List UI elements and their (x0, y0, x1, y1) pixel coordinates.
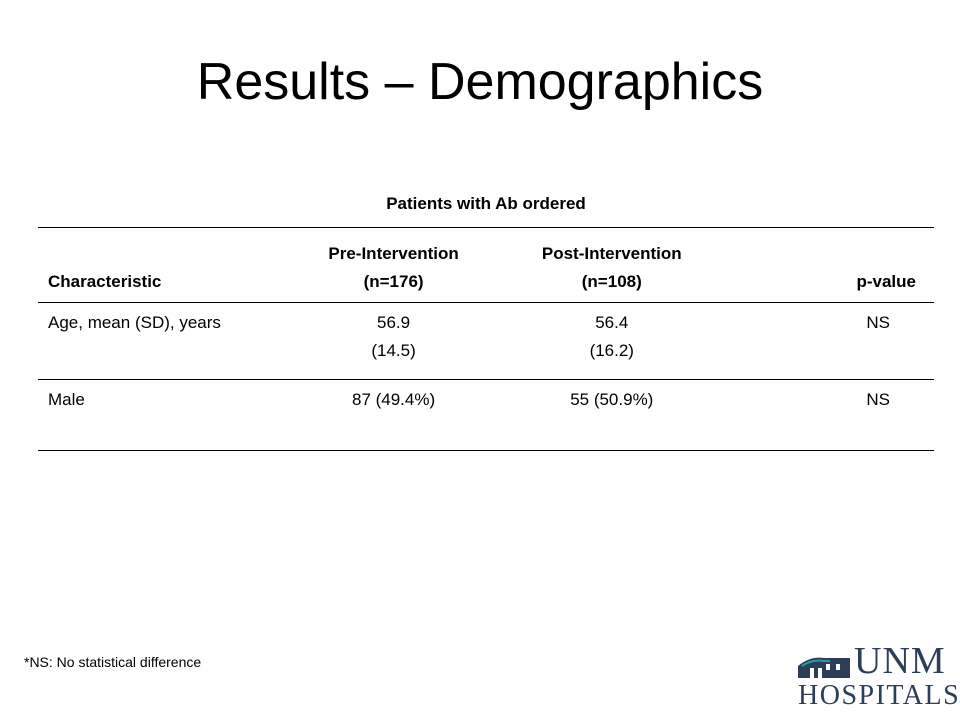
cell-characteristic: Age, mean (SD), years (38, 302, 293, 380)
column-header-line: (n=108) (581, 272, 642, 291)
logo-text-unm: UNM (854, 640, 946, 682)
cell-p-value: NS (728, 379, 934, 451)
cell-line: (14.5) (371, 341, 416, 360)
cell-post-intervention: 56.4 (16.2) (494, 302, 729, 380)
table-group-header-row: Patients with Ab ordered (38, 188, 934, 228)
slide-title: Results – Demographics (196, 53, 764, 111)
column-header-post-intervention: Post-Intervention (n=108) (494, 227, 729, 303)
demographics-table: Patients with Ab ordered Characteristic … (38, 188, 934, 451)
cell-characteristic: Male (38, 379, 293, 451)
footnote: *NS: No statistical difference (24, 654, 202, 670)
column-header-pre-intervention: Pre-Intervention (n=176) (292, 227, 495, 303)
cell-pre-intervention: 56.9 (14.5) (292, 302, 495, 380)
table-header-row: Characteristic Pre-Intervention (n=176) … (38, 227, 934, 303)
column-header-line: Pre-Intervention (328, 244, 459, 263)
cell-post-intervention: 55 (50.9%) (494, 379, 729, 451)
column-header-line: Post-Intervention (541, 244, 682, 263)
table-row: Age, mean (SD), years 56.9 (14.5) 56.4 (… (38, 302, 934, 380)
cell-line: 56.4 (595, 313, 629, 332)
logo-text-hospitals: HOSPITALS (798, 680, 960, 711)
building-icon (798, 657, 850, 678)
column-header-line: (n=176) (363, 272, 424, 291)
cell-pre-intervention: 87 (49.4%) (292, 379, 495, 451)
table-row: Male 87 (49.4%) 55 (50.9%) NS (38, 379, 934, 451)
cell-line: 56.9 (377, 313, 411, 332)
unm-hospitals-logo: UNM HOSPITALS (796, 642, 959, 710)
column-header-characteristic: Characteristic (38, 227, 293, 303)
cell-p-value: NS (728, 302, 934, 380)
column-header-p-value: p-value (728, 227, 934, 303)
group-header: Patients with Ab ordered (38, 188, 934, 228)
cell-line: (16.2) (589, 341, 634, 360)
